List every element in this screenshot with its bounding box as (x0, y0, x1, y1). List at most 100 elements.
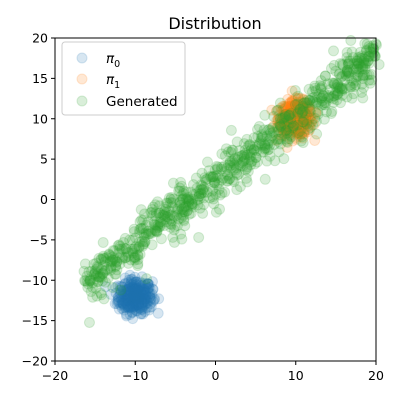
data-point (127, 282, 139, 294)
data-point (295, 107, 307, 119)
data-point (319, 70, 331, 82)
data-point (129, 290, 141, 302)
data-point (342, 58, 354, 70)
data-point (128, 297, 140, 309)
data-point (301, 102, 313, 114)
data-point (262, 124, 274, 136)
data-point (298, 94, 310, 106)
data-point (128, 283, 140, 295)
data-point (164, 218, 176, 230)
data-point (244, 151, 256, 163)
data-point (222, 170, 234, 182)
data-point (344, 81, 356, 93)
data-point (328, 90, 340, 102)
data-point (198, 187, 210, 199)
data-point (268, 111, 280, 123)
data-point (128, 292, 140, 304)
data-point (273, 146, 285, 158)
data-point (128, 278, 140, 289)
data-point (175, 176, 187, 188)
data-point (133, 290, 145, 302)
data-point (157, 209, 169, 221)
data-point (236, 157, 248, 169)
data-point (297, 116, 309, 128)
data-point (275, 102, 287, 114)
data-point (341, 66, 353, 78)
data-point (130, 287, 142, 299)
data-point (106, 256, 118, 268)
data-point (111, 256, 123, 268)
data-point (117, 285, 129, 297)
data-point (211, 172, 223, 184)
data-point (268, 138, 280, 150)
data-point (121, 301, 133, 313)
data-point (121, 298, 133, 310)
data-point (307, 113, 319, 125)
data-point (294, 103, 306, 115)
data-point (136, 222, 148, 234)
data-point (304, 103, 316, 115)
data-point (116, 297, 128, 309)
data-point (167, 177, 179, 189)
data-point (224, 155, 236, 167)
data-point (295, 100, 307, 112)
data-point (249, 140, 261, 152)
data-point (229, 152, 241, 164)
data-point (315, 92, 327, 104)
data-point (124, 285, 136, 297)
data-point (353, 59, 365, 71)
data-point (278, 112, 290, 124)
data-point (209, 164, 221, 176)
data-point (289, 122, 301, 134)
legend-marker-pi0 (76, 52, 88, 64)
data-point (288, 123, 300, 135)
data-point (94, 270, 106, 282)
data-point (299, 117, 311, 129)
data-point (305, 111, 317, 123)
data-point (168, 224, 180, 236)
data-point (269, 155, 281, 167)
data-point (97, 268, 109, 280)
data-point (132, 298, 144, 310)
data-point (128, 226, 140, 238)
data-point (129, 254, 141, 266)
data-point (342, 55, 354, 67)
data-point (139, 289, 151, 301)
data-point (139, 292, 150, 304)
data-point (210, 188, 222, 200)
data-point (272, 104, 284, 116)
data-point (351, 71, 363, 83)
data-point (143, 282, 155, 294)
data-point (149, 293, 161, 305)
data-point (138, 289, 150, 301)
data-point (257, 131, 269, 143)
data-point (128, 296, 140, 308)
data-point (288, 116, 300, 128)
data-point (124, 288, 136, 300)
data-point (173, 185, 185, 197)
chart-title: Distribution (168, 14, 261, 33)
data-point (288, 101, 300, 113)
data-point (95, 287, 107, 299)
data-point (232, 151, 244, 163)
data-point (344, 79, 356, 91)
data-point (277, 110, 289, 122)
data-point (292, 127, 304, 139)
data-point (89, 265, 101, 277)
data-point (287, 110, 299, 122)
data-point (278, 117, 290, 129)
data-point (288, 116, 300, 128)
data-point (331, 89, 343, 101)
data-point (150, 225, 162, 237)
data-point (289, 111, 301, 123)
data-point (339, 75, 351, 87)
data-point (123, 293, 135, 305)
data-point (132, 254, 144, 265)
data-point (130, 276, 142, 288)
data-point (133, 288, 145, 300)
data-point (293, 121, 305, 133)
data-point (319, 99, 331, 111)
data-point (128, 295, 140, 307)
data-point (272, 117, 284, 129)
